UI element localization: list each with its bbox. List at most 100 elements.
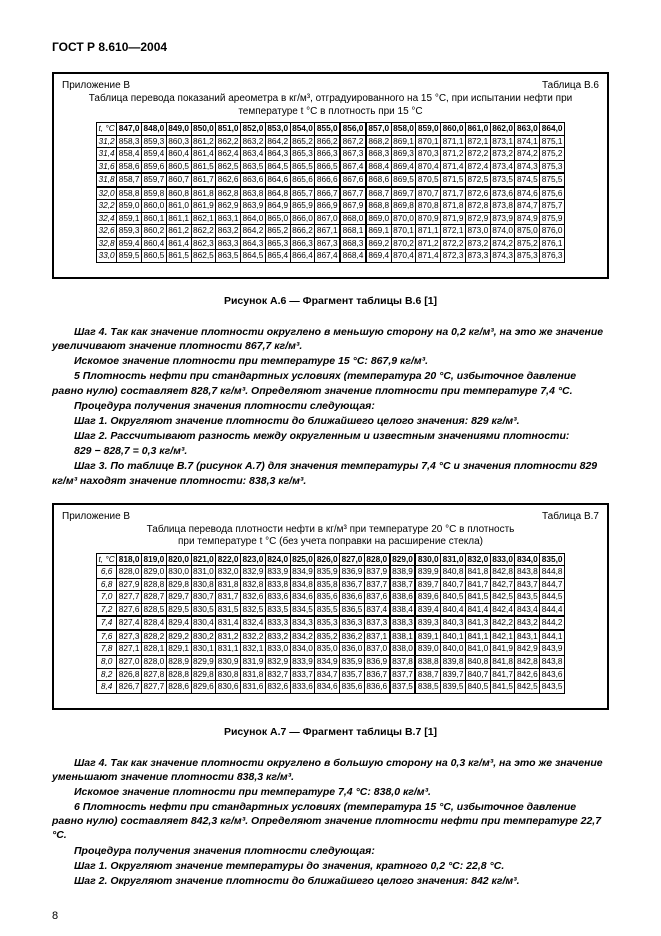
data-cell: 862,2 (191, 225, 216, 238)
data-cell: 829,0 (141, 566, 166, 579)
data-cell: 839,3 (415, 616, 440, 630)
data-cell: 836,9 (340, 566, 365, 579)
data-cell: 833,6 (265, 591, 290, 604)
data-cell: 827,3 (117, 630, 142, 643)
data-cell: 838,8 (415, 655, 440, 668)
data-cell: 844,4 (540, 603, 565, 616)
data-cell: 864,2 (265, 135, 290, 148)
data-cell: 864,3 (265, 148, 290, 161)
data-cell: 859,0 (117, 200, 142, 213)
data-cell: 864,2 (241, 225, 266, 238)
data-cell: 844,7 (540, 578, 565, 591)
data-cell: 829,7 (166, 591, 191, 604)
data-cell: 864,9 (265, 200, 290, 213)
col-header: 835,0 (540, 553, 565, 566)
data-cell: 832,0 (216, 566, 241, 579)
data-cell: 869,4 (366, 250, 391, 263)
col-header: 863,0 (515, 123, 540, 136)
data-cell: 862,2 (216, 135, 241, 148)
col-header: 831,0 (441, 553, 466, 566)
data-cell: 874,0 (490, 225, 515, 238)
data-cell: 861,9 (191, 200, 216, 213)
data-cell: 864,6 (265, 173, 290, 187)
data-cell: 860,3 (166, 135, 191, 148)
data-cell: 875,1 (540, 135, 565, 148)
col-header: 819,0 (141, 553, 166, 566)
data-cell: 835,6 (315, 591, 340, 604)
data-cell: 859,1 (117, 212, 142, 225)
data-cell: 827,7 (117, 591, 142, 604)
data-cell: 844,2 (540, 616, 565, 630)
data-cell: 874,5 (515, 173, 540, 187)
data-cell: 868,1 (340, 225, 366, 238)
data-cell: 866,2 (315, 135, 340, 148)
paragraph-block-2: Шаг 4. Так как значение плотности округл… (52, 756, 609, 889)
col-header: 832,0 (465, 553, 490, 566)
data-cell: 863,9 (241, 200, 266, 213)
row-label: 31,8 (96, 173, 116, 187)
col-header: 821,0 (191, 553, 216, 566)
data-cell: 835,9 (315, 566, 340, 579)
data-cell: 867,4 (340, 160, 366, 173)
col-header: 852,0 (241, 123, 266, 136)
data-cell: 870,4 (416, 160, 441, 173)
data-cell: 831,4 (216, 616, 241, 630)
data-cell: 829,8 (166, 578, 191, 591)
data-cell: 837,5 (390, 681, 416, 694)
data-cell: 837,0 (364, 643, 389, 656)
data-cell: 872,1 (465, 135, 490, 148)
data-cell: 843,9 (540, 643, 565, 656)
col-header: 848,0 (141, 123, 166, 136)
data-cell: 836,7 (340, 578, 365, 591)
col-header: 847,0 (117, 123, 142, 136)
body-paragraph: 829 − 828,7 = 0,3 кг/м³. (52, 444, 609, 458)
data-cell: 840,8 (465, 655, 490, 668)
data-cell: 831,7 (216, 591, 241, 604)
data-cell: 866,0 (290, 212, 315, 225)
data-cell: 835,9 (340, 655, 365, 668)
data-cell: 842,6 (515, 668, 540, 681)
row-label: 33,0 (96, 250, 116, 263)
data-cell: 861,2 (166, 225, 191, 238)
data-cell: 869,4 (391, 160, 416, 173)
data-cell: 862,8 (216, 187, 241, 200)
data-cell: 874,7 (515, 200, 540, 213)
data-cell: 869,1 (391, 135, 416, 148)
data-cell: 833,3 (265, 616, 290, 630)
data-cell: 830,8 (191, 578, 216, 591)
data-cell: 860,5 (141, 250, 166, 263)
body-paragraph: Шаг 2. Округляют значение плотности до б… (52, 874, 609, 888)
data-cell: 830,7 (191, 591, 216, 604)
data-cell: 873,5 (490, 173, 515, 187)
data-cell: 865,0 (265, 212, 290, 225)
data-cell: 868,4 (366, 160, 391, 173)
data-cell: 840,7 (465, 668, 490, 681)
data-cell: 839,1 (415, 630, 440, 643)
col-header: 850,0 (191, 123, 216, 136)
data-cell: 842,8 (515, 655, 540, 668)
data-cell: 862,3 (191, 237, 216, 250)
data-cell: 874,9 (515, 212, 540, 225)
data-cell: 828,0 (141, 655, 166, 668)
body-paragraph: Шаг 4. Так как значение плотности округл… (52, 756, 609, 784)
data-cell: 869,7 (391, 187, 416, 200)
data-cell: 828,2 (141, 630, 166, 643)
data-cell: 842,1 (490, 630, 515, 643)
data-cell: 863,2 (216, 225, 241, 238)
data-cell: 831,0 (191, 566, 216, 579)
data-cell: 870,2 (391, 237, 416, 250)
data-cell: 861,2 (191, 135, 216, 148)
data-cell: 860,0 (141, 200, 166, 213)
data-cell: 841,3 (465, 616, 490, 630)
data-cell: 837,7 (390, 668, 416, 681)
data-cell: 838,5 (415, 681, 440, 694)
data-cell: 829,5 (166, 603, 191, 616)
data-cell: 860,1 (141, 212, 166, 225)
data-cell: 867,7 (340, 187, 366, 200)
data-cell: 840,5 (465, 681, 490, 694)
fig-a6-caption: Рисунок А.6 — Фрагмент таблицы В.6 [1] (52, 295, 609, 307)
data-cell: 860,5 (166, 160, 191, 173)
data-cell: 843,4 (515, 603, 540, 616)
data-cell: 843,7 (515, 578, 540, 591)
data-cell: 873,2 (465, 237, 490, 250)
